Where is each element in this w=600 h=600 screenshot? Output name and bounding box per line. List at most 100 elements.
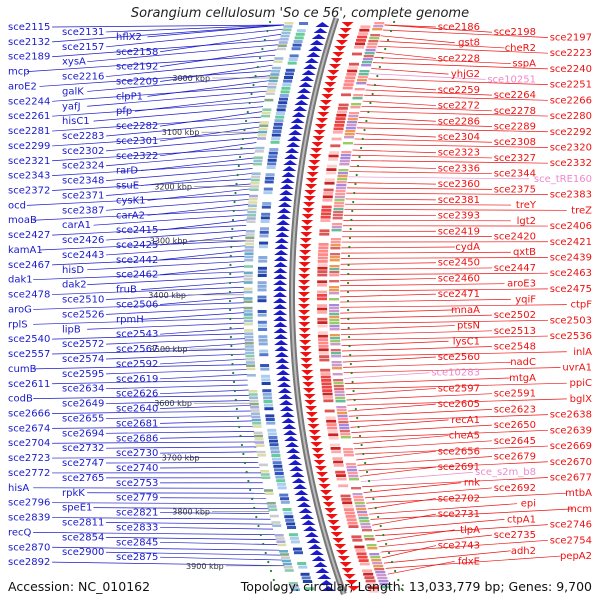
gene-label[interactable]: clpP1	[116, 91, 143, 102]
gene-label[interactable]: sce2427	[8, 230, 50, 241]
gene-label[interactable]: hisD	[62, 265, 84, 276]
gene-label[interactable]: carA2	[116, 210, 145, 221]
gene-label[interactable]: sce2321	[8, 156, 50, 167]
gene-label[interactable]: adh2	[511, 546, 536, 557]
gene-label[interactable]: sce2158	[116, 47, 158, 58]
gene-label[interactable]: aroE3	[507, 279, 536, 290]
gene-label[interactable]: rpkK	[62, 488, 85, 499]
gene-label[interactable]: sce2240	[550, 64, 592, 75]
gene-label[interactable]: sce2605	[438, 399, 480, 410]
gene-label[interactable]: sce2634	[62, 384, 104, 395]
gene-label[interactable]: tlpA	[460, 525, 480, 536]
gene-label[interactable]: qxtB	[513, 247, 536, 258]
gene-label[interactable]: sce2592	[116, 359, 158, 370]
gene-label[interactable]: sce2666	[8, 408, 50, 419]
gene-label[interactable]: sce2157	[62, 42, 104, 53]
gene-label[interactable]: sce2266	[550, 95, 592, 106]
gene-label[interactable]: sce2421	[550, 237, 592, 248]
gene-label[interactable]: ocd	[8, 200, 26, 211]
gene-label[interactable]: sce2649	[62, 399, 104, 410]
gene-label[interactable]: sce2216	[62, 72, 104, 83]
gene-label[interactable]: rplS	[8, 319, 28, 330]
gene-label[interactable]: sce2669	[550, 441, 592, 452]
gene-label[interactable]: sce2462	[116, 270, 158, 281]
gene-label[interactable]: sce2286	[438, 116, 480, 127]
gene-label[interactable]: sce2536	[550, 331, 592, 342]
gene-label[interactable]: mnaA	[451, 305, 480, 316]
gene-label[interactable]: sce2131	[62, 27, 104, 38]
gene-label[interactable]: sce2209	[116, 77, 158, 88]
gene-label[interactable]: sce2723	[8, 453, 50, 464]
gene-label[interactable]: sce2419	[438, 226, 480, 237]
gene-label[interactable]: lipB	[62, 324, 81, 335]
gene-label[interactable]: sce2645	[494, 436, 536, 447]
gene-label[interactable]: cydA	[455, 242, 480, 253]
gene-label[interactable]: sce2679	[494, 452, 536, 463]
gene-label[interactable]: sce2779	[116, 493, 158, 504]
gene-label[interactable]: sce2371	[62, 190, 104, 201]
gene-label[interactable]: bglX	[570, 394, 592, 405]
gene-label[interactable]: sspA	[512, 59, 536, 70]
gene-label[interactable]: sce2283	[62, 131, 104, 142]
gene-label[interactable]: sce2375	[494, 184, 536, 195]
gene-label[interactable]: sce2746	[550, 520, 592, 531]
gene-label[interactable]: sce2765	[62, 473, 104, 484]
gene-label[interactable]: sce2597	[438, 383, 480, 394]
gene-label[interactable]: yhjG2	[451, 69, 480, 80]
gene-label[interactable]: sce2674	[8, 423, 50, 434]
gene-label[interactable]: sce2650	[494, 420, 536, 431]
gene-label[interactable]: sce2282	[116, 121, 158, 132]
gene-label[interactable]: dak1	[8, 275, 33, 286]
gene-label[interactable]: sce2327	[494, 153, 536, 164]
gene-label[interactable]: fdxE	[458, 556, 480, 567]
gene-label[interactable]: cheR2	[505, 43, 536, 54]
gene-label[interactable]: sce2833	[116, 522, 158, 533]
gene-label[interactable]: sce2471	[438, 289, 480, 300]
gene-label[interactable]: sce2348	[62, 176, 104, 187]
gene-label[interactable]: dak2	[62, 280, 87, 291]
gene-label[interactable]: sce2343	[8, 171, 50, 182]
gene-label[interactable]: sce_tRE160	[534, 174, 592, 185]
gene-label[interactable]: uvrA1	[562, 362, 592, 373]
gene-label[interactable]: sce2383	[550, 190, 592, 201]
gene-label[interactable]: aroG	[8, 304, 32, 315]
gene-label[interactable]: sce2732	[62, 443, 104, 454]
gene-label[interactable]: sce2839	[8, 513, 50, 524]
gene-label[interactable]: sce2870	[8, 542, 50, 553]
gene-label[interactable]: sce2821	[116, 508, 158, 519]
gene-label[interactable]: gst8	[458, 38, 480, 49]
gene-label[interactable]: sce2223	[550, 48, 592, 59]
gene-label[interactable]: sce2730	[116, 448, 158, 459]
gene-label[interactable]: sce2845	[116, 537, 158, 548]
gene-label[interactable]: ctpA1	[507, 514, 536, 525]
gene-label[interactable]: yafJ	[62, 101, 81, 112]
gene-label[interactable]: sce2692	[494, 483, 536, 494]
gene-label[interactable]: sce2548	[494, 342, 536, 353]
gene-label[interactable]: sce2611	[8, 379, 50, 390]
gene-label[interactable]: sce2381	[438, 195, 480, 206]
gene-label[interactable]: sce2875	[116, 552, 158, 563]
gene-label[interactable]: sce2503	[550, 315, 592, 326]
gene-label[interactable]: mtbA	[565, 488, 592, 499]
gene-label[interactable]: sce2681	[116, 418, 158, 429]
gene-label[interactable]: sce2299	[8, 141, 50, 152]
gene-label[interactable]: cysK1	[116, 195, 146, 206]
gene-label[interactable]: sce2595	[62, 369, 104, 380]
gene-label[interactable]: sce2467	[8, 260, 50, 271]
gene-label[interactable]: rnk	[464, 478, 480, 489]
gene-label[interactable]: sce2259	[438, 85, 480, 96]
gene-label[interactable]: kamA1	[8, 245, 43, 256]
gene-label[interactable]: cheA5	[449, 431, 480, 442]
gene-label[interactable]: moaB	[8, 215, 37, 226]
gene-label[interactable]: sce2336	[438, 163, 480, 174]
gene-label[interactable]: sce2574	[62, 354, 104, 365]
gene-label[interactable]: sce2526	[62, 309, 104, 320]
gene-label[interactable]: carA1	[62, 220, 91, 231]
gene-label[interactable]: treY	[516, 200, 537, 211]
gene-label[interactable]: epi	[521, 499, 536, 510]
gene-label[interactable]: sce2406	[550, 221, 592, 232]
gene-label[interactable]: rarD	[116, 166, 138, 177]
gene-label[interactable]: sce2540	[8, 334, 50, 345]
gene-label[interactable]: sce2332	[550, 158, 592, 169]
gene-label[interactable]: galK	[62, 86, 84, 97]
